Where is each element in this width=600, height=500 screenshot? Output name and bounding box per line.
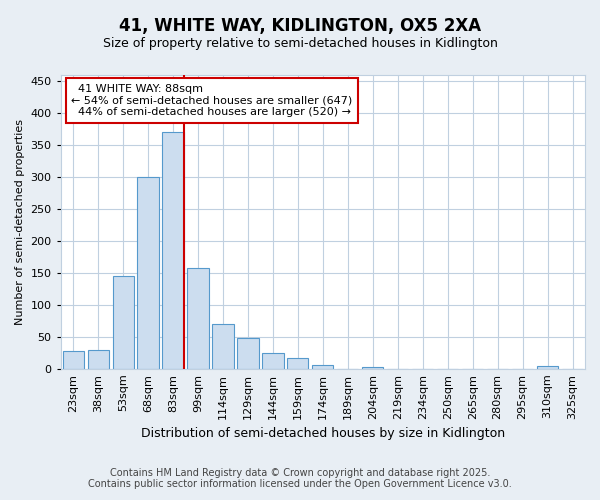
Y-axis label: Number of semi-detached properties: Number of semi-detached properties (15, 119, 25, 325)
Bar (212, 324, 233, 369)
Bar (113, 276, 134, 369)
Text: Size of property relative to semi-detached houses in Kidlington: Size of property relative to semi-detach… (103, 38, 497, 51)
Bar (187, 268, 209, 369)
Text: Contains public sector information licensed under the Open Government Licence v3: Contains public sector information licen… (88, 479, 512, 489)
X-axis label: Distribution of semi-detached houses by size in Kidlington: Distribution of semi-detached houses by … (141, 427, 505, 440)
Bar (88, 350, 109, 369)
Bar (62, 351, 84, 369)
Bar (262, 353, 284, 369)
Bar (312, 365, 334, 369)
Bar (238, 338, 259, 369)
Bar (163, 132, 184, 369)
Bar (362, 367, 383, 369)
Text: 41 WHITE WAY: 88sqm
← 54% of semi-detached houses are smaller (647)
  44% of sem: 41 WHITE WAY: 88sqm ← 54% of semi-detach… (71, 84, 352, 117)
Text: Contains HM Land Registry data © Crown copyright and database right 2025.: Contains HM Land Registry data © Crown c… (110, 468, 490, 477)
Bar (287, 358, 308, 369)
Text: 41, WHITE WAY, KIDLINGTON, OX5 2XA: 41, WHITE WAY, KIDLINGTON, OX5 2XA (119, 18, 481, 36)
Bar (537, 366, 558, 369)
Bar (137, 177, 159, 369)
